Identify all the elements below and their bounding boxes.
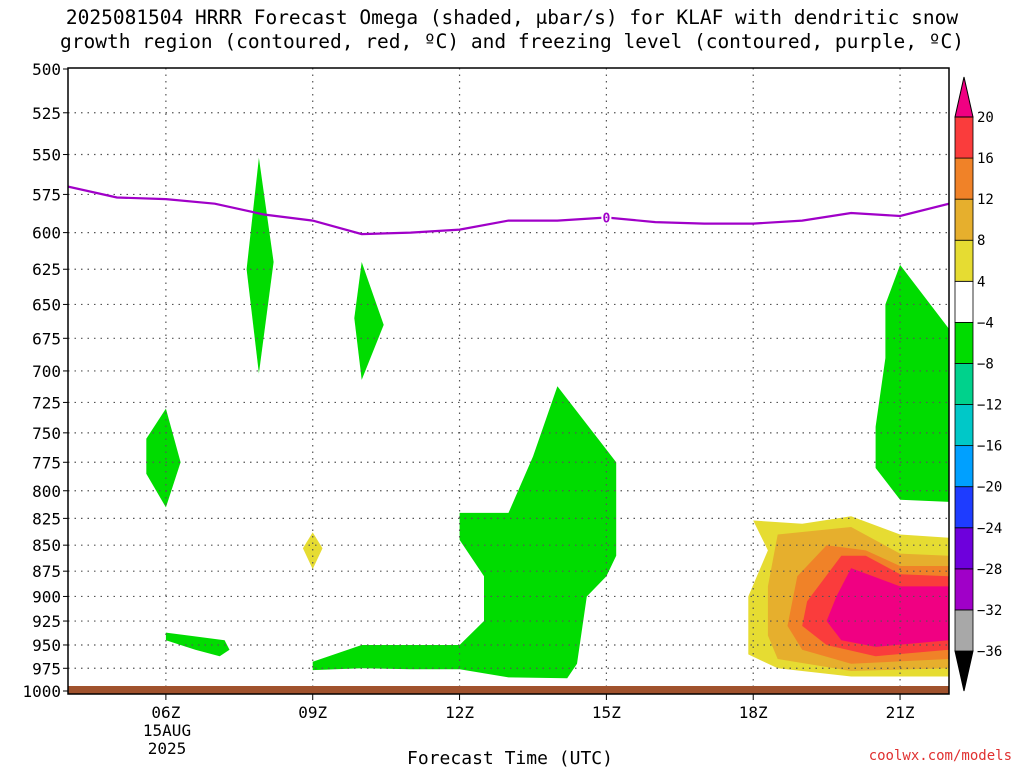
colorbar-band-8 <box>954 198 974 241</box>
freezing-level-line <box>68 185 949 236</box>
y-tick-label-975: 975 <box>32 659 61 678</box>
grid-lines <box>68 68 949 694</box>
y-tick-label-550: 550 <box>32 146 61 165</box>
y-tick-label-500: 500 <box>32 60 61 79</box>
omega-region-1 <box>354 262 384 380</box>
y-tick-label-825: 825 <box>32 509 61 528</box>
x-axis-title: Forecast Time (UTC) <box>407 748 613 768</box>
title-line-1: 2025081504 HRRR Forecast Omega (shaded, … <box>65 6 959 29</box>
colorbar-label--32: −32 <box>977 603 1002 619</box>
date-label-day: 15AUG <box>143 721 191 740</box>
colorbar-label--28: −28 <box>977 562 1002 578</box>
colorbar-label-16: 16 <box>977 151 994 167</box>
y-tick-label-875: 875 <box>32 562 61 581</box>
omega-shading <box>146 157 949 679</box>
y-tick-label-575: 575 <box>32 185 61 204</box>
y-tick-label-900: 900 <box>32 587 61 606</box>
colorbar-band--16 <box>954 404 974 447</box>
x-tick-label-18Z: 18Z <box>739 703 768 722</box>
colorbar-band-12 <box>954 157 974 200</box>
colorbar-band--28 <box>954 527 974 570</box>
x-tick-label-15Z: 15Z <box>592 703 621 722</box>
plot-frame <box>67 67 950 695</box>
colorbar-bottom-arrow <box>954 650 974 692</box>
colorbar-label--20: −20 <box>977 480 1002 496</box>
colorbar-label--24: −24 <box>977 521 1002 537</box>
freezing-level-label: 0 <box>602 212 610 227</box>
colorbar-label--4: −4 <box>977 315 994 331</box>
colorbar-top-arrow <box>954 76 974 118</box>
y-tick-label-950: 950 <box>32 636 61 655</box>
omega-region-3 <box>165 632 230 657</box>
y-tick-label-750: 750 <box>32 424 61 443</box>
x-tick-label-09Z: 09Z <box>298 703 327 722</box>
omega-region-6 <box>302 532 323 570</box>
omega-region-4 <box>312 386 617 679</box>
x-axis: 06Z 09Z 12Z 15Z 18Z 21Z <box>151 694 915 722</box>
y-axis: 500 525 550 575 600 625 650 675 700 725 750 775 800 8… <box>22 60 68 701</box>
omega-region-11 <box>826 568 949 647</box>
y-tick-label-775: 775 <box>32 453 61 472</box>
colorbar-band-16 <box>954 116 974 159</box>
freezing-level-label-bg <box>601 209 612 225</box>
y-tick-label-700: 700 <box>32 362 61 381</box>
ground-band <box>68 686 949 694</box>
colorbar-band--24 <box>954 486 974 529</box>
x-tick-label-06Z: 06Z <box>151 703 180 722</box>
colorbar-band--4 <box>954 280 974 323</box>
colorbar-label--36: −36 <box>977 644 1002 660</box>
colorbar-label-4: 4 <box>977 274 985 290</box>
colorbar-label--16: −16 <box>977 439 1002 455</box>
y-tick-label-625: 625 <box>32 260 61 279</box>
y-tick-label-850: 850 <box>32 536 61 555</box>
y-tick-label-725: 725 <box>32 393 61 412</box>
date-label-year: 2025 <box>148 739 187 758</box>
colorbar-band--8 <box>954 321 974 364</box>
y-tick-label-800: 800 <box>32 482 61 501</box>
colorbar: −36 −32 −28 −24 −20 −16 −12 −8 −4 4 8 12 16 20 <box>954 76 1002 692</box>
colorbar-band--20 <box>954 445 974 488</box>
y-tick-label-525: 525 <box>32 104 61 123</box>
x-tick-label-12Z: 12Z <box>445 703 474 722</box>
title-line-2: growth region (contoured, red, ºC) and f… <box>60 30 964 53</box>
colorbar-label-20: 20 <box>977 110 994 126</box>
colorbar-band-4 <box>954 239 974 282</box>
y-tick-label-675: 675 <box>32 329 61 348</box>
y-tick-label-925: 925 <box>32 612 61 631</box>
colorbar-band--32 <box>954 568 974 611</box>
freezing-level-contour: 0 <box>68 185 949 236</box>
colorbar-label--8: −8 <box>977 356 994 372</box>
y-tick-label-650: 650 <box>32 295 61 314</box>
y-tick-label-600: 600 <box>32 224 61 243</box>
colorbar-label--12: −12 <box>977 398 1002 414</box>
site-credit: coolwx.com/models <box>869 748 1012 764</box>
x-tick-label-21Z: 21Z <box>886 703 915 722</box>
chart-title: 2025081504 HRRR Forecast Omega (shaded, … <box>0 6 1024 54</box>
colorbar-band--12 <box>954 363 974 405</box>
colorbar-band--36 <box>954 609 974 652</box>
colorbar-label-12: 12 <box>977 192 994 208</box>
colorbar-label-8: 8 <box>977 233 985 249</box>
omega-region-5 <box>875 264 949 502</box>
y-tick-label-1000: 1000 <box>22 682 61 701</box>
